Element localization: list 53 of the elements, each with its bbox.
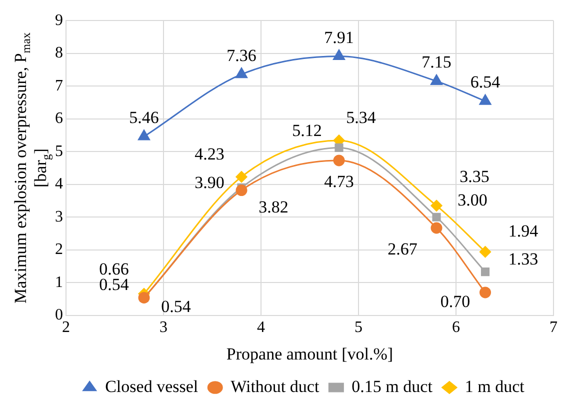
x-tick-label: 4	[257, 319, 265, 336]
y-tick-label: 8	[55, 44, 63, 62]
y-tick-label: 2	[55, 241, 63, 258]
y-tick-label: 1	[55, 274, 63, 291]
point	[430, 222, 442, 234]
x-axis-title: Propane amount [vol.%]	[226, 344, 394, 364]
y-tick-label: 6	[55, 110, 63, 128]
data-label: 3.35	[460, 167, 490, 186]
data-label: 6.54	[470, 72, 501, 92]
point	[138, 130, 150, 140]
data-label: 2.67	[388, 239, 418, 258]
data-label: 7.36	[226, 46, 256, 65]
x-tick-label: 7	[550, 319, 558, 336]
x-tick-label: 3	[160, 319, 168, 336]
y-tick-label: 0	[55, 306, 63, 324]
point	[480, 246, 491, 258]
point	[432, 212, 441, 222]
data-label: 3.00	[458, 190, 488, 210]
data-label: 0.54	[161, 297, 192, 316]
y-tick-label: 4	[55, 176, 63, 193]
legend-label: Without duct	[230, 376, 320, 396]
data-label: 1.33	[508, 249, 538, 268]
y-tick-label: 9	[55, 12, 63, 29]
point	[236, 171, 248, 183]
data-label: 4.73	[324, 172, 354, 191]
y-tick-label: 3	[55, 208, 63, 226]
point	[480, 286, 491, 298]
point	[334, 143, 344, 152]
data-label: 5.46	[129, 108, 159, 128]
data-label: 5.34	[346, 108, 376, 127]
data-label: 3.90	[194, 173, 224, 192]
data-label: 5.12	[292, 121, 322, 140]
legend-label: Closed vessel	[105, 376, 198, 396]
point	[430, 74, 442, 85]
x-tick-label: 5	[354, 319, 362, 336]
point	[430, 200, 442, 212]
point	[333, 50, 345, 60]
legend-label: 1 m duct	[464, 376, 525, 396]
y-tick-label: 7	[55, 77, 63, 94]
data-label: 4.23	[194, 144, 224, 164]
x-tick-label: 6	[452, 319, 460, 336]
point	[333, 154, 345, 166]
data-label: 1.94	[508, 221, 539, 240]
point	[236, 184, 248, 196]
data-label: 7.91	[324, 28, 354, 47]
y-tick-label: 5	[55, 142, 63, 160]
point	[480, 268, 490, 276]
data-label: 0.70	[440, 292, 470, 311]
data-label: 7.15	[422, 52, 452, 72]
legend-label: 0.15 m duct	[352, 376, 433, 396]
point	[236, 68, 248, 78]
data-label: 3.82	[258, 198, 288, 217]
point	[479, 94, 492, 105]
